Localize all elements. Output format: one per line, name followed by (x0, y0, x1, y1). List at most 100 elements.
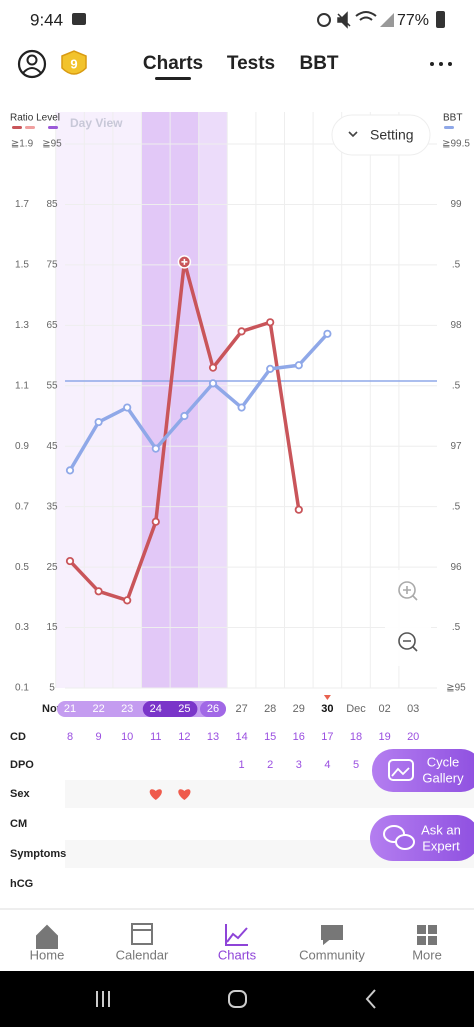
tick-label: .5 (452, 380, 461, 391)
data-point (237, 327, 246, 336)
nav-icon[interactable] (321, 925, 343, 946)
row-label: DPO (10, 759, 34, 771)
row-label: Symptoms (10, 848, 66, 860)
nav-label[interactable]: Home (30, 947, 65, 962)
legend-swatch (25, 126, 35, 129)
date-label[interactable]: 22 (92, 703, 104, 715)
date-label[interactable]: 02 (378, 703, 390, 715)
recent-button[interactable] (96, 991, 110, 1007)
status-icon (72, 13, 86, 25)
data-point (208, 363, 218, 372)
cd-value: 20 (407, 731, 419, 743)
tick-label: .5 (452, 501, 461, 512)
setting-button[interactable] (331, 114, 431, 156)
nav-label[interactable]: Charts (218, 947, 257, 962)
zoom-icon (403, 640, 418, 652)
legend-swatch (48, 126, 58, 129)
zoom-in[interactable] (398, 581, 416, 599)
date-label[interactable]: 27 (235, 703, 247, 715)
menu-dot[interactable] (448, 62, 452, 66)
menu-dot[interactable] (439, 62, 443, 66)
data-point (151, 517, 160, 526)
data-point (123, 403, 132, 412)
axis-label: Ratio Level (10, 113, 60, 124)
tick-label: 15 (46, 622, 58, 633)
tab[interactable]: BBT (299, 53, 338, 74)
tick-label: 55 (46, 380, 58, 391)
cd-value: 10 (121, 731, 133, 743)
data-point (123, 596, 132, 605)
tab[interactable]: Charts (143, 53, 203, 74)
date-label[interactable]: 30 (321, 703, 333, 715)
cd-value: 12 (178, 731, 190, 743)
tick-label: 25 (46, 562, 58, 573)
dpo-value: 4 (324, 759, 330, 771)
data-point (237, 403, 246, 412)
badge-level: 9 (70, 56, 77, 71)
tick-label: ≧95 (446, 683, 466, 694)
nav-icon[interactable] (417, 925, 437, 945)
data-point (94, 417, 103, 427)
back-button[interactable] (365, 989, 376, 1009)
series-line (68, 332, 329, 472)
status-time: 9:44 (30, 10, 63, 29)
nav-icon[interactable] (225, 924, 248, 946)
chevron (348, 131, 358, 138)
tab-underline (155, 77, 191, 80)
fertile-band (198, 112, 228, 688)
profile-icon (26, 54, 38, 66)
zoom-out[interactable] (398, 632, 416, 650)
data-point (65, 556, 75, 566)
date-label[interactable]: 21 (64, 703, 76, 715)
date-label[interactable]: 28 (264, 703, 276, 715)
date-label[interactable]: 26 (207, 703, 219, 715)
tick-label: 97 (450, 441, 462, 452)
ask-expert-label: Ask an (421, 822, 461, 837)
profile-button[interactable] (17, 49, 47, 79)
cd-value: 16 (293, 731, 305, 743)
nav-label[interactable]: More (412, 947, 442, 962)
status-icon (355, 11, 377, 21)
date-label[interactable]: 03 (407, 703, 419, 715)
nav-label[interactable]: Calendar (116, 947, 169, 962)
row-label: Sex (10, 788, 30, 800)
tick-label: 1.1 (15, 380, 29, 391)
row-label: CM (10, 818, 27, 830)
badge[interactable] (61, 50, 87, 75)
date-label[interactable]: 25 (178, 703, 190, 715)
cd-value: 19 (378, 731, 390, 743)
tick-label: 96 (450, 562, 462, 573)
tick-label: 98 (450, 320, 462, 331)
status-icon (337, 11, 351, 29)
dpo-value: 2 (267, 759, 273, 771)
data-point (294, 505, 303, 514)
tick-label: 0.9 (15, 441, 29, 452)
peak-icon (181, 258, 188, 265)
data-point (266, 364, 275, 373)
date-label[interactable]: 29 (293, 703, 305, 715)
cd-value: 15 (264, 731, 276, 743)
date-label[interactable]: 24 (150, 703, 162, 715)
date-label[interactable]: Dec (346, 703, 366, 715)
nav-icon[interactable] (36, 924, 58, 949)
home-button[interactable] (228, 990, 247, 1008)
date-label[interactable]: 23 (121, 703, 133, 715)
menu-dot[interactable] (430, 62, 434, 66)
tick-label: 99 (450, 199, 462, 210)
gallery-icon (388, 759, 414, 781)
tab[interactable]: Tests (227, 53, 275, 74)
ask-expert-label: Expert (422, 838, 460, 853)
date-pill (142, 701, 198, 717)
profile-icon (22, 67, 42, 74)
cd-value: 14 (235, 731, 247, 743)
date-pill (200, 701, 226, 717)
dpo-value: 3 (296, 759, 302, 771)
tick-label: 0.7 (15, 501, 29, 512)
legend-swatch (444, 126, 454, 129)
tick-label: ≧95 (42, 139, 62, 150)
nav-label[interactable]: Community (299, 947, 365, 962)
zoom-icon (403, 586, 418, 601)
cd-value: 8 (67, 731, 73, 743)
nav-icon[interactable] (131, 923, 153, 945)
